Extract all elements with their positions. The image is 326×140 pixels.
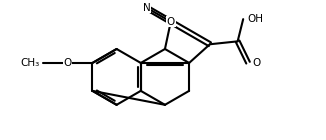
Text: O: O <box>252 58 260 68</box>
Text: O: O <box>167 17 175 27</box>
Text: CH₃: CH₃ <box>21 58 40 68</box>
Text: OH: OH <box>247 14 263 24</box>
Text: N: N <box>143 3 151 13</box>
Text: O: O <box>63 58 71 68</box>
